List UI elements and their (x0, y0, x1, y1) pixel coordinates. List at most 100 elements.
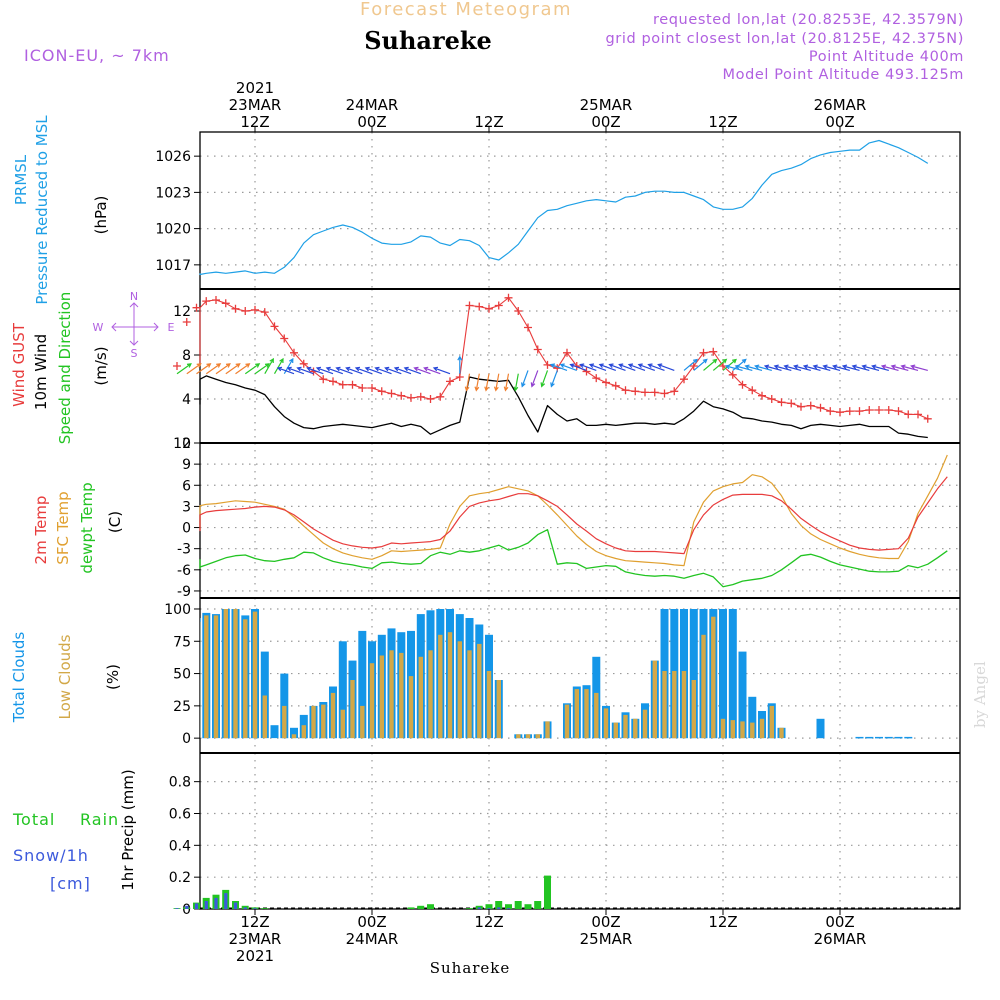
bottom-time-label: 00Z (591, 913, 620, 931)
wind-direction-arrow (683, 358, 698, 371)
low-cloud-bar (711, 616, 716, 739)
gust-point (728, 370, 737, 379)
low-cloud-bar (613, 722, 618, 739)
wind-direction-arrow (861, 364, 880, 371)
wind-direction-arrow (325, 366, 344, 375)
gust-point (426, 395, 435, 403)
bottom-time-label: 23MAR (229, 930, 282, 948)
top-time-label: 00Z (591, 113, 620, 131)
wind-direction-arrow (793, 364, 811, 371)
pressure-label-2: Pressure Reduced to MSL (33, 115, 51, 305)
wind-direction-arrow (464, 373, 471, 392)
gust-point (660, 389, 669, 398)
rain-bar (261, 908, 269, 909)
wind-label-10m: 10m Wind (32, 334, 50, 410)
gust-point (641, 388, 649, 397)
temp-labels: 2m Temp SFC Temp dewpt Temp (C) (32, 482, 124, 573)
pressure-label-1: PRMSL (12, 154, 30, 205)
gust-point (348, 380, 357, 389)
wind-direction-arrow (413, 366, 431, 375)
gust-point (299, 359, 308, 368)
wind-direction-arrow (176, 363, 192, 375)
wind-direction-arrow (530, 370, 539, 388)
wind-direction-arrow (588, 363, 607, 371)
low-cloud-bar (486, 671, 492, 739)
wind-direction-arrow (403, 366, 422, 375)
snow-bar (253, 908, 257, 909)
low-cloud-bar (633, 718, 638, 739)
bottom-time-label: 00Z (357, 913, 386, 931)
gust-point (533, 345, 542, 354)
gust-point (592, 374, 601, 383)
low-cloud-bar (350, 680, 355, 739)
wind-direction-arrow (335, 366, 353, 375)
temp-ytick-label: -3 (177, 542, 191, 558)
pressure-unit: (hPa) (92, 196, 110, 235)
gust-point (602, 378, 610, 387)
wind-direction-arrow (822, 364, 841, 371)
snow-bar (233, 902, 238, 909)
wind-direction-arrow (900, 364, 919, 371)
snow-bar (224, 893, 228, 909)
pressure-labels: PRMSL Pressure Reduced to MSL (hPa) (12, 115, 110, 305)
compass-w: W (93, 321, 104, 334)
wind-direction-arrow (627, 363, 646, 371)
total-cloud-bar (338, 641, 347, 739)
low-cloud-bar (233, 609, 238, 739)
gust-point (465, 301, 474, 310)
temp-ytick-label: 12 (173, 436, 191, 452)
snow-bar (243, 907, 247, 909)
low-cloud-bar (204, 615, 209, 739)
cloud-unit: (%) (104, 664, 122, 690)
gust-point (543, 360, 552, 369)
low-cloud-bar (301, 725, 306, 739)
low-cloud-bar (691, 680, 696, 739)
temp-ytick-label: 9 (182, 457, 191, 473)
wind-direction-arrow (384, 366, 402, 375)
wind-ytick-label: 12 (173, 304, 191, 320)
wind-direction-arrow (364, 366, 383, 375)
low-cloud-bar (759, 718, 765, 739)
wind-direction-arrow (225, 363, 241, 375)
clouds-ytick-label: 100 (164, 602, 191, 618)
precip-labels: Total Rain Snow/1h [cm] 1hr Precip (mm) (12, 769, 137, 893)
clouds-ytick-label: 0 (182, 731, 191, 747)
precip-label-rain: Rain (80, 810, 119, 829)
cloud-label-total: Total Clouds (10, 632, 28, 724)
snow-bar (175, 908, 179, 909)
gust-point (241, 307, 250, 315)
wind-direction-arrow (832, 364, 850, 371)
wind-direction-arrow (276, 366, 295, 375)
footer-location: Suhareke (430, 959, 511, 977)
wind-direction-arrow (493, 373, 500, 392)
low-cloud-bar (213, 615, 219, 739)
snow-bar (204, 901, 208, 909)
point-altitude: Point Altitude 400m (809, 49, 964, 65)
wind-direction-arrow (393, 366, 412, 375)
total-cloud-bar (260, 651, 269, 739)
wind-direction-arrow (306, 366, 324, 375)
bottom-time-label: 12Z (474, 913, 503, 931)
grid-point-coords: grid point closest lon,lat (20.8125E, 42… (605, 31, 964, 47)
wind-direction-arrow (693, 358, 708, 371)
precip-label-total: Total (12, 810, 55, 829)
clouds-ytick-label: 25 (173, 699, 191, 715)
low-cloud-bar (252, 611, 258, 739)
compass-arrows (111, 302, 159, 346)
total-cloud-bar (280, 673, 289, 739)
pressure-ytick-label: 1020 (155, 222, 191, 238)
gust-point (826, 407, 835, 416)
axes-layer: 101710201023102604812-9-6-30369120255075… (155, 79, 961, 965)
gust-point (855, 407, 864, 416)
low-cloud-bar (360, 705, 365, 739)
bottom-time-label: 26MAR (814, 930, 867, 948)
gust-point (407, 393, 415, 402)
low-cloud-bar (652, 660, 657, 739)
temp-2m-line (199, 476, 948, 555)
wind-direction-arrow (457, 355, 463, 374)
total-cloud-bar (290, 727, 298, 739)
total-cloud-bar (865, 736, 874, 739)
gust-point (836, 408, 844, 417)
wind-direction-arrow (286, 366, 305, 375)
